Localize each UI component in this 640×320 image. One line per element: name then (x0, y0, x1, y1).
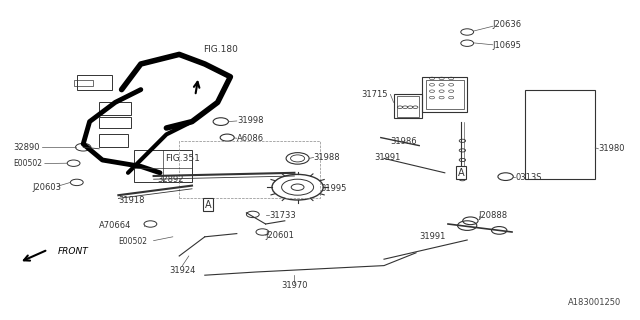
Text: A70664: A70664 (99, 221, 132, 230)
Text: 31991: 31991 (374, 153, 401, 162)
Text: E00502: E00502 (118, 237, 147, 246)
Text: 31970: 31970 (282, 281, 308, 290)
Text: 31988: 31988 (314, 153, 340, 162)
Text: E00502: E00502 (13, 159, 42, 168)
Text: J20888: J20888 (479, 212, 508, 220)
Text: A183001250: A183001250 (568, 298, 621, 307)
Text: FIG.351: FIG.351 (165, 154, 200, 163)
Text: 31995: 31995 (320, 184, 346, 193)
Text: 31924: 31924 (170, 266, 196, 275)
Text: 31733: 31733 (269, 211, 296, 220)
Text: 0313S: 0313S (515, 173, 541, 182)
Text: 31998: 31998 (237, 116, 263, 125)
Text: A: A (458, 168, 464, 178)
Text: J20601: J20601 (266, 231, 294, 240)
Text: J20603: J20603 (32, 183, 61, 192)
Text: FRONT: FRONT (58, 247, 88, 256)
Text: FIG.180: FIG.180 (204, 45, 238, 54)
Text: A: A (205, 200, 211, 210)
Text: J10695: J10695 (493, 41, 522, 50)
Text: 32890: 32890 (13, 143, 39, 152)
Text: A6086: A6086 (237, 134, 264, 143)
Text: 32892: 32892 (157, 175, 183, 184)
Text: 31986: 31986 (390, 137, 417, 146)
Text: 31980: 31980 (598, 144, 625, 153)
Text: 31991: 31991 (419, 232, 445, 241)
Text: J20636: J20636 (493, 20, 522, 29)
Text: 31715: 31715 (362, 90, 388, 99)
Text: 31918: 31918 (118, 196, 145, 204)
